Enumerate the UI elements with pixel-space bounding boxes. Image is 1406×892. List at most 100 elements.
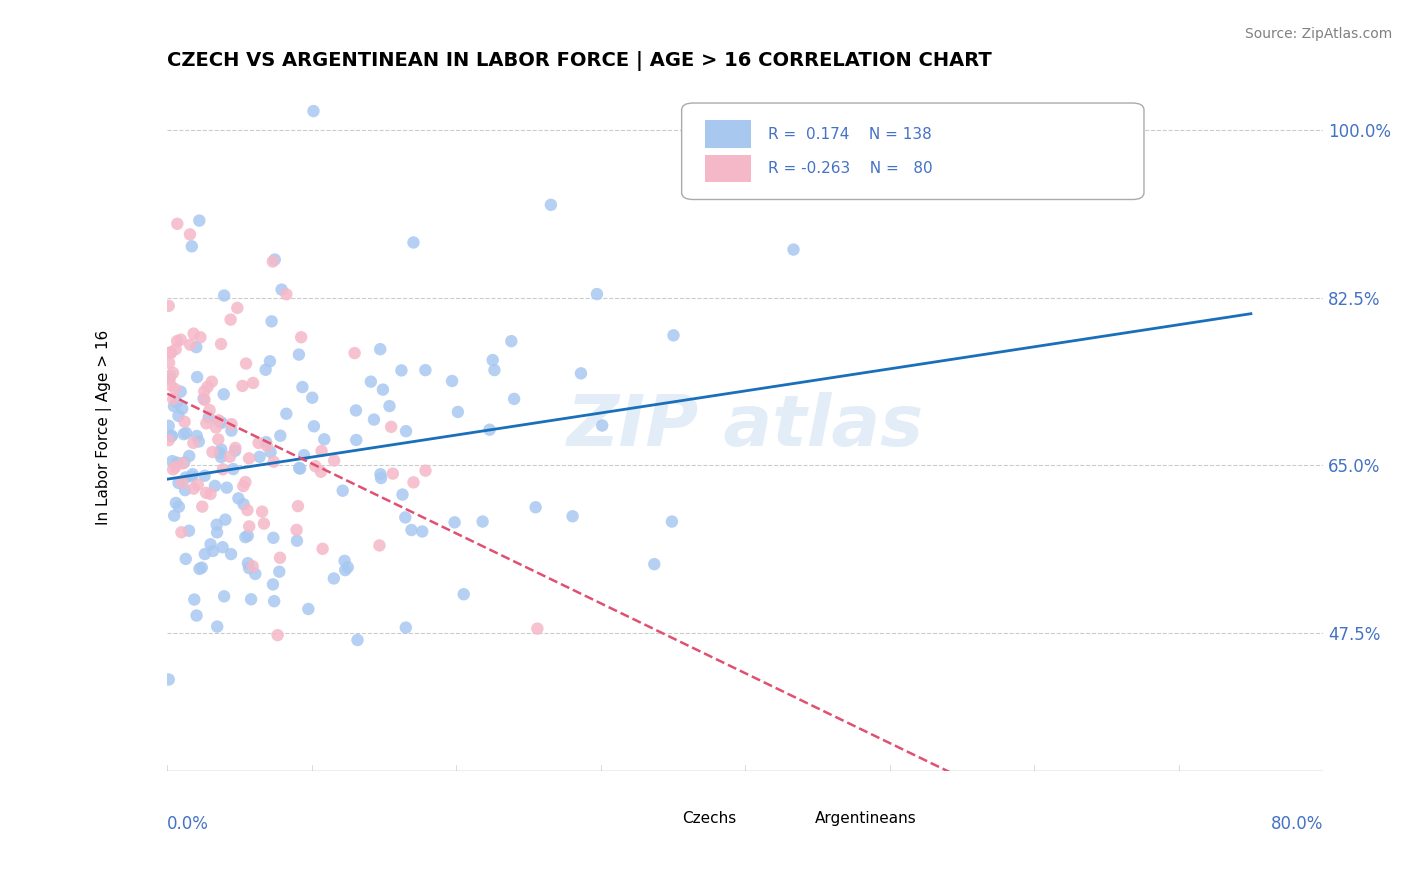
Point <box>311 444 333 458</box>
Point <box>172 401 194 416</box>
Point <box>222 462 245 476</box>
Point <box>232 479 254 493</box>
Point <box>211 416 233 430</box>
Point <box>262 531 284 545</box>
Point <box>236 503 259 517</box>
Point <box>191 560 214 574</box>
Point <box>662 328 685 343</box>
Point <box>443 516 465 530</box>
Point <box>363 412 385 426</box>
Point <box>380 420 402 434</box>
Point <box>238 561 260 575</box>
Point <box>181 467 204 482</box>
Point <box>332 483 354 498</box>
Text: 0.0%: 0.0% <box>167 814 209 832</box>
Point <box>231 379 253 393</box>
Point <box>501 334 523 348</box>
Point <box>262 577 284 591</box>
Point <box>159 372 181 386</box>
Point <box>194 468 217 483</box>
Point <box>193 392 215 406</box>
Point <box>344 433 367 447</box>
Point <box>245 566 267 581</box>
Point <box>205 619 228 633</box>
Point <box>288 461 311 475</box>
Point <box>481 353 503 368</box>
Point <box>180 239 202 253</box>
Point <box>226 301 249 315</box>
Point <box>240 592 263 607</box>
Point <box>242 376 264 390</box>
Point <box>159 345 181 359</box>
Point <box>236 529 259 543</box>
Point <box>198 403 221 417</box>
Point <box>207 433 229 447</box>
Text: In Labor Force | Age > 16: In Labor Force | Age > 16 <box>96 329 111 524</box>
Point <box>204 479 226 493</box>
Point <box>254 435 277 450</box>
Point <box>165 342 187 356</box>
Point <box>212 462 235 476</box>
Point <box>174 470 197 484</box>
Text: Source: ZipAtlas.com: Source: ZipAtlas.com <box>1244 27 1392 41</box>
Point <box>208 446 231 460</box>
Point <box>402 235 425 250</box>
Point <box>368 342 391 356</box>
Point <box>209 337 232 351</box>
FancyBboxPatch shape <box>682 103 1144 200</box>
Point <box>250 505 273 519</box>
Point <box>415 363 437 377</box>
Point <box>322 571 344 585</box>
Point <box>207 413 229 427</box>
Point <box>160 378 183 392</box>
Point <box>166 334 188 348</box>
Point <box>162 454 184 468</box>
Point <box>503 392 526 406</box>
Point <box>157 418 180 433</box>
Point <box>368 538 391 552</box>
Point <box>290 330 312 344</box>
Point <box>266 628 288 642</box>
Point <box>238 451 260 466</box>
Point <box>195 486 218 500</box>
Point <box>165 382 187 396</box>
Point <box>276 287 298 301</box>
Text: Czechs: Czechs <box>682 811 735 826</box>
Point <box>269 428 291 442</box>
Point <box>187 434 209 449</box>
Point <box>235 530 257 544</box>
Point <box>208 415 231 429</box>
Point <box>309 465 332 479</box>
Point <box>212 288 235 302</box>
Point <box>297 602 319 616</box>
Point <box>165 496 187 510</box>
Point <box>311 541 333 556</box>
Point <box>304 459 326 474</box>
Point <box>186 340 208 354</box>
Point <box>224 443 246 458</box>
Point <box>174 552 197 566</box>
Point <box>173 427 195 442</box>
Bar <box>704 154 751 182</box>
Point <box>302 104 325 119</box>
Point <box>165 459 187 474</box>
Point <box>200 537 222 551</box>
Text: ZIP atlas: ZIP atlas <box>567 392 924 461</box>
Point <box>263 455 285 469</box>
Point <box>381 467 404 481</box>
Point <box>170 525 193 540</box>
Point <box>269 550 291 565</box>
Point <box>288 348 311 362</box>
Point <box>179 449 201 463</box>
Text: R =  0.174    N = 138: R = 0.174 N = 138 <box>768 127 932 142</box>
Point <box>346 633 368 648</box>
Bar <box>775 809 803 827</box>
Point <box>586 287 609 301</box>
Point <box>569 367 592 381</box>
Point <box>333 554 356 568</box>
Point <box>370 467 392 482</box>
Point <box>291 380 314 394</box>
Point <box>172 475 194 490</box>
Point <box>166 217 188 231</box>
Point <box>183 326 205 341</box>
